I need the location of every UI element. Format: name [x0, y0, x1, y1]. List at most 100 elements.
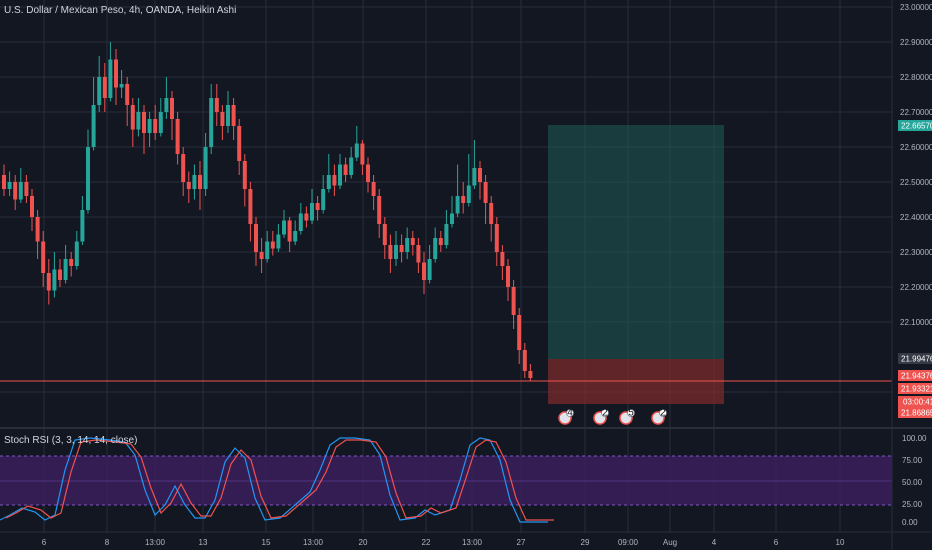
- candle-body: [326, 175, 331, 189]
- price-tag-target: 22.66570: [898, 120, 932, 131]
- candle-body: [293, 231, 298, 242]
- event-badges[interactable]: 4 2 5 2: [558, 408, 667, 425]
- candle-body: [74, 241, 79, 266]
- svg-text:2: 2: [602, 408, 608, 419]
- candle-body: [405, 238, 410, 252]
- candle-body: [58, 269, 62, 280]
- candle-body: [343, 164, 348, 175]
- candle-body: [80, 210, 85, 242]
- price-tag-entry: 21.99476: [898, 353, 932, 364]
- candle-body: [86, 147, 90, 210]
- candle-body: [422, 262, 426, 280]
- event-badge[interactable]: 5: [619, 408, 635, 425]
- price-tag-current: 21.94376: [898, 370, 932, 381]
- price-tick-label: 22.80000: [900, 73, 932, 82]
- price-axis[interactable]: 23.00000 22.90000 22.80000 22.70000 22.60000…: [900, 3, 932, 327]
- candle-body: [287, 220, 292, 242]
- time-tick-label: 27: [517, 538, 526, 547]
- candle-body: [198, 175, 202, 189]
- candle-body: [125, 84, 130, 105]
- candle-body: [175, 119, 180, 154]
- candle-body: [248, 189, 253, 224]
- time-tick-label: 13:00: [303, 538, 324, 547]
- svg-text:21.99476: 21.99476: [901, 355, 932, 364]
- candle-body: [142, 112, 146, 133]
- candle-body: [164, 98, 169, 112]
- candle-body: [517, 315, 522, 350]
- price-tick-label: 23.00000: [900, 3, 932, 12]
- candle-body: [366, 164, 370, 182]
- price-tag-timer: 03:00:41: [898, 396, 932, 407]
- candle-body: [35, 217, 40, 242]
- candle-body: [18, 182, 23, 200]
- price-tick-label: 22.30000: [900, 248, 932, 257]
- stoch-rsi-k-line: [0, 437, 548, 523]
- rsi-title: Stoch RSI (3, 3, 14, 14, close): [4, 435, 137, 446]
- candle-body: [444, 224, 449, 245]
- candle-body: [181, 154, 186, 182]
- candle-body: [41, 241, 46, 273]
- time-tick-label: 13:00: [462, 538, 483, 547]
- candle-body: [186, 182, 191, 189]
- event-badge[interactable]: 2: [651, 408, 667, 425]
- candle-body: [91, 105, 96, 147]
- candle-body: [321, 189, 326, 210]
- take-profit-zone[interactable]: [548, 125, 724, 359]
- chart-title: U.S. Dollar / Mexican Peso, 4h, OANDA, H…: [4, 5, 236, 16]
- candle-body: [69, 259, 74, 266]
- candle-body: [254, 224, 258, 252]
- candle-body: [478, 168, 482, 182]
- candle-body: [270, 241, 275, 249]
- candle-body: [220, 112, 225, 126]
- price-tick-label: 22.70000: [900, 108, 932, 117]
- time-axis[interactable]: 6 8 13:00 13 15 13:00 20 22 13:00 27 29 09:00 Aug 4 6 1…: [42, 538, 845, 547]
- candle-body: [315, 203, 320, 210]
- candle-body: [528, 371, 533, 378]
- candle-body: [354, 143, 359, 158]
- candlestick-series: [2, 42, 533, 382]
- candle-body: [388, 245, 393, 259]
- svg-text:4: 4: [567, 408, 573, 419]
- candle-body: [203, 147, 208, 189]
- candle-body: [455, 196, 460, 214]
- svg-text:21.86865: 21.86865: [901, 409, 932, 418]
- candle-body: [114, 59, 118, 88]
- candle-body: [494, 224, 499, 252]
- candle-body: [438, 238, 443, 245]
- price-tick-label: 22.50000: [900, 178, 932, 187]
- stoch-rsi-d-line: [5, 439, 554, 521]
- event-badge[interactable]: 4: [558, 408, 574, 425]
- candle-body: [304, 213, 309, 221]
- time-tick-label: 29: [581, 538, 590, 547]
- candle-body: [360, 143, 365, 165]
- svg-text:2: 2: [660, 408, 666, 419]
- candle-body: [371, 182, 376, 196]
- candle-body: [310, 203, 314, 221]
- candle-body: [500, 252, 505, 266]
- candle-body: [427, 259, 432, 280]
- time-tick-label: Aug: [663, 538, 677, 547]
- price-tag-stop: 21.86865: [898, 407, 932, 418]
- candle-body: [214, 98, 219, 112]
- svg-text:21.93321: 21.93321: [901, 385, 932, 394]
- candle-body: [136, 112, 141, 130]
- candle-body: [522, 350, 527, 371]
- candle-body: [192, 175, 197, 189]
- candle-body: [97, 77, 102, 105]
- candle-body: [46, 273, 51, 291]
- candle-body: [7, 182, 12, 189]
- time-tick-label: 22: [422, 538, 431, 547]
- candle-body: [2, 175, 6, 189]
- candle-body: [13, 182, 18, 200]
- candle-body: [259, 252, 264, 259]
- event-badge[interactable]: 2: [593, 408, 609, 425]
- rsi-tick-label: 0.00: [902, 518, 918, 527]
- time-tick-label: 6: [42, 538, 47, 547]
- candle-body: [332, 175, 337, 186]
- rsi-tick-label: 100.00: [902, 434, 927, 443]
- candle-body: [506, 266, 510, 287]
- price-tick-label: 22.90000: [900, 38, 932, 47]
- candle-body: [461, 196, 466, 203]
- candle-body: [349, 157, 354, 175]
